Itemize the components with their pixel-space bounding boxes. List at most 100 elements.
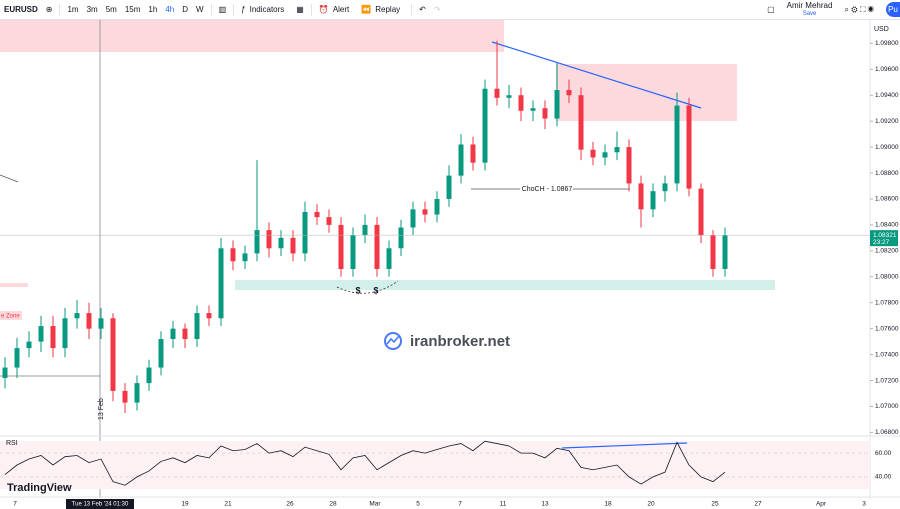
symbol[interactable]: EURUSD xyxy=(4,5,38,14)
liquidity-label: $ xyxy=(373,285,378,295)
candle-body xyxy=(458,144,464,176)
layout[interactable]: ▦ xyxy=(296,5,304,14)
y-tick-label: 1.06800 xyxy=(875,429,899,436)
x-tick-label: 21 xyxy=(224,501,232,508)
candle-body xyxy=(374,224,380,269)
candle-body xyxy=(722,235,728,269)
candle-body xyxy=(206,313,212,319)
interval[interactable]: 5m xyxy=(105,5,117,14)
candle-body xyxy=(482,88,488,163)
candle-body xyxy=(278,237,284,249)
candle-body xyxy=(542,108,548,119)
candle-body xyxy=(530,108,536,111)
candle-body xyxy=(290,237,296,254)
icons[interactable]: ⌕ ⚙ ⛶ ◉ xyxy=(844,4,874,14)
y-tick-label: 1.08600 xyxy=(875,196,899,203)
interval[interactable]: W xyxy=(196,5,204,14)
candle-body xyxy=(266,230,272,249)
supply-zone xyxy=(556,64,737,121)
candle-body xyxy=(122,390,128,403)
branding: TradingView xyxy=(7,482,72,494)
x-tick-label: Mar xyxy=(369,501,381,508)
interval[interactable]: 15m xyxy=(124,5,141,14)
candle-body xyxy=(230,248,236,262)
x-tick-label: 13 xyxy=(541,501,549,508)
candle-body xyxy=(170,328,176,340)
candle-body xyxy=(218,248,224,319)
add-symbol[interactable]: ⊕ xyxy=(45,5,53,14)
candle-body xyxy=(314,211,320,218)
interval[interactable]: 1h xyxy=(148,5,158,14)
candle-body xyxy=(302,211,308,254)
x-tick-label: 3 xyxy=(862,501,866,508)
watermark-icon xyxy=(384,332,402,350)
countdown: 23:27 xyxy=(873,239,890,246)
candle-body xyxy=(362,224,368,236)
y-tick-label: 1.07000 xyxy=(875,403,899,410)
x-tick-label: 11 xyxy=(500,501,507,508)
y-tick-label: 1.08000 xyxy=(875,274,899,281)
x-tick-label: 26 xyxy=(286,501,294,508)
interval[interactable]: D xyxy=(182,5,189,14)
x-tick-label: 5 xyxy=(416,501,420,508)
x-tick-label: 27 xyxy=(754,501,762,508)
candle-body xyxy=(662,183,668,192)
candle-body xyxy=(686,105,692,189)
candle-body xyxy=(254,230,260,254)
candle-body xyxy=(614,147,620,153)
y-tick-label: 1.08800 xyxy=(875,170,899,177)
interval[interactable]: 4h xyxy=(165,5,175,14)
layout-icon[interactable]: ▢ xyxy=(767,5,775,14)
candle-body xyxy=(50,326,56,349)
candle-body xyxy=(422,209,428,215)
indicators-button[interactable]: ƒ Indicators xyxy=(241,5,285,14)
candle-body xyxy=(602,152,608,158)
x-tick-label: 18 xyxy=(604,501,612,508)
y-tick-label: 1.09400 xyxy=(875,92,899,99)
interval[interactable]: 3m xyxy=(86,5,98,14)
redo[interactable]: ↷ xyxy=(433,5,441,14)
candle-body xyxy=(2,367,8,378)
candle-body xyxy=(506,95,512,98)
interval[interactable]: 1m xyxy=(67,5,79,14)
rsi-line xyxy=(4,440,726,486)
choch-label: ChoCH - 1.0867 xyxy=(522,186,573,193)
watermark: iranbroker.net xyxy=(384,332,510,350)
y-tick-label: 1.07400 xyxy=(875,351,899,358)
crosshair-x-label: Tue 13 Feb '24 01:30 xyxy=(72,502,129,508)
y-tick-label: 1.07600 xyxy=(875,325,899,332)
chart-style[interactable]: ▥ xyxy=(218,5,227,14)
publish-button[interactable]: Pu xyxy=(886,2,900,17)
alert-button[interactable]: ⏰ Alert xyxy=(318,5,350,14)
undo[interactable]: ↶ xyxy=(419,5,426,14)
candle-body xyxy=(470,144,476,163)
candle-body xyxy=(626,147,632,184)
rsi-tick-label: 40.00 xyxy=(875,474,892,481)
crosshair-y-label: 13 Feb xyxy=(98,398,105,420)
candle-body xyxy=(26,341,32,349)
candle-body xyxy=(494,88,500,98)
label: Alert xyxy=(332,5,350,14)
candle-body xyxy=(698,188,704,236)
candle-body xyxy=(434,198,440,215)
candle-body xyxy=(38,326,44,342)
x-tick-label: 20 xyxy=(647,501,655,508)
y-tick-label: 1.09000 xyxy=(875,144,899,151)
replay-button[interactable]: ⏪ Replay xyxy=(361,5,401,14)
save[interactable]: Save xyxy=(802,10,817,17)
user[interactable]: Amir Mehrad Save xyxy=(783,1,837,18)
candle-body xyxy=(674,105,680,184)
candle-body xyxy=(182,328,188,340)
price-label: 1.08321 xyxy=(873,232,897,239)
divergence-line xyxy=(561,442,688,449)
supply-zone xyxy=(0,20,504,52)
price-box xyxy=(870,230,898,247)
candle-body xyxy=(638,183,644,210)
trend-line xyxy=(491,41,702,109)
x-tick-label: Apr xyxy=(816,501,827,508)
candle-body xyxy=(326,217,332,225)
currency: USD xyxy=(874,26,889,33)
trend-line xyxy=(0,174,19,183)
